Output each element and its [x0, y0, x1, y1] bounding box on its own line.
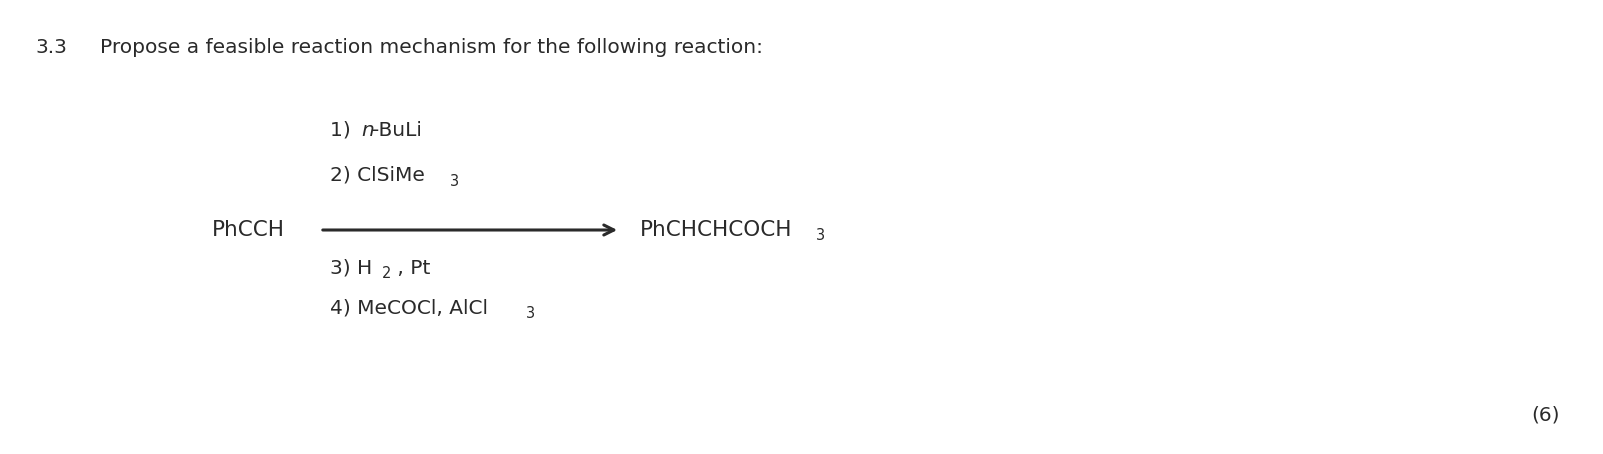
Text: Propose a feasible reaction mechanism for the following reaction:: Propose a feasible reaction mechanism fo… [99, 38, 763, 57]
Text: n: n [361, 120, 373, 139]
Text: PhCCH: PhCCH [212, 220, 285, 240]
Text: 2: 2 [382, 266, 391, 281]
Text: 3: 3 [450, 173, 458, 188]
Text: 2) ClSiMe: 2) ClSiMe [330, 166, 425, 184]
Text: 1): 1) [330, 120, 357, 139]
Text: (6): (6) [1531, 405, 1560, 424]
Text: 3) H: 3) H [330, 258, 372, 277]
Text: 4) MeCOCl, AlCl: 4) MeCOCl, AlCl [330, 298, 487, 317]
Text: -BuLi: -BuLi [372, 120, 422, 139]
Text: PhCHCHCOCH: PhCHCHCOCH [640, 220, 792, 240]
Text: 3: 3 [816, 228, 826, 243]
Text: , Pt: , Pt [391, 258, 430, 277]
Text: 3: 3 [526, 306, 535, 321]
Text: 3.3: 3.3 [35, 38, 67, 57]
